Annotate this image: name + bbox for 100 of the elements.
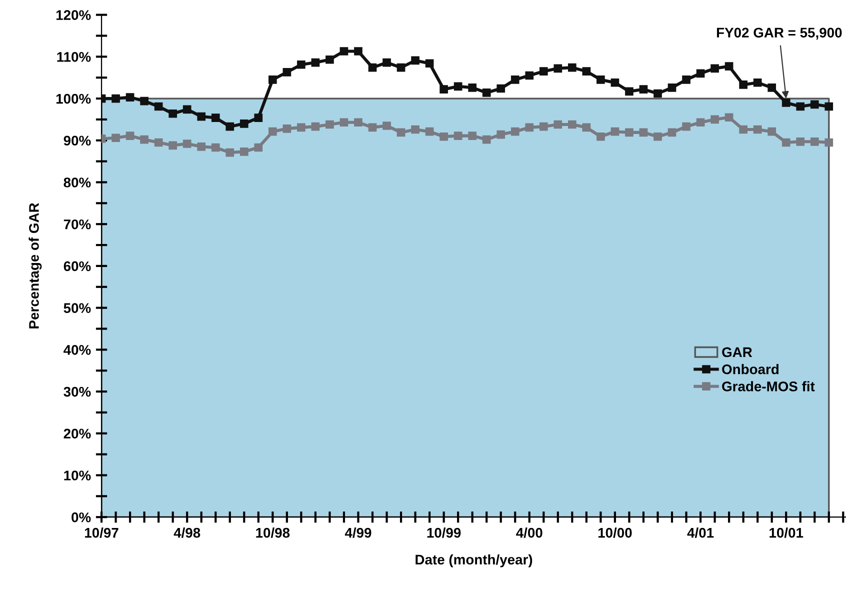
point [226,148,234,157]
point [368,123,377,132]
point [739,80,748,89]
y-tick-label: 40% [64,345,91,355]
y-tick-label: 90% [64,136,91,146]
point [739,125,748,134]
point [168,141,177,150]
point [154,138,163,147]
point [710,64,719,73]
point [568,63,576,72]
point [382,58,391,67]
point [254,143,263,152]
point [782,138,790,147]
point [668,128,676,137]
point [354,47,362,56]
legend-label: Onboard [722,364,778,374]
y-tick-label: 80% [64,178,91,188]
point [654,89,662,98]
point [396,63,406,72]
point [282,68,292,76]
x-axis-title: Date (month/year) [416,554,532,568]
point [182,105,192,114]
point [112,94,120,103]
point [682,122,690,131]
point [326,120,334,129]
point [610,127,620,136]
point [440,132,448,141]
point [768,127,776,136]
point [596,132,605,141]
point [311,122,320,131]
point [782,98,790,107]
point [582,123,591,132]
point [525,123,534,132]
y-tick-label: 10% [64,470,91,480]
x-tick-label: 10/99 [427,528,461,538]
point [810,100,819,109]
point [724,113,734,122]
x-tick-label: 4/01 [687,528,714,538]
point [368,63,377,72]
point [254,114,263,122]
point [696,118,705,127]
point [610,78,620,87]
point [810,137,819,146]
x-tick-label: 10/97 [85,528,118,538]
point [268,76,277,84]
point [425,59,434,68]
point [710,115,719,124]
point [510,127,520,136]
point [126,93,134,102]
point [454,82,462,91]
x-tick-label: 4/98 [174,528,200,538]
point [639,85,648,94]
point [154,102,163,111]
point [126,132,134,140]
point [211,114,220,122]
y-tick-label: 20% [64,428,91,439]
x-tick-label: 4/00 [516,528,542,538]
point [197,112,206,121]
legend-label: Grade-MOS fit [722,381,815,392]
point [654,132,662,141]
y-tick-label: 0% [72,512,91,522]
point [625,128,634,137]
point [226,122,234,131]
point [354,118,362,127]
y-tick-label: 30% [64,386,91,397]
point [311,58,320,67]
point [668,83,676,92]
point [696,69,705,78]
point [482,135,491,144]
point [796,137,805,146]
point [240,119,248,128]
point [554,64,562,73]
point [753,78,762,87]
y-tick-label: 50% [64,303,91,313]
point [454,132,462,140]
point [282,124,292,133]
point [768,83,776,92]
point [411,56,420,65]
point [596,76,605,84]
point [496,84,506,93]
point [140,96,148,106]
point [425,127,434,136]
point [625,87,634,96]
point [724,62,734,70]
point [496,130,506,139]
point [539,122,548,131]
y-axis-title: Percentage of GAR [28,202,42,328]
point [482,88,491,97]
point [440,85,448,94]
x-tick-label: 10/01 [770,528,804,538]
x-tick-label: 10/00 [598,528,632,538]
legend-label: GAR [722,347,752,358]
point [268,127,277,136]
x-tick-label: 4/99 [344,528,372,538]
point [182,140,192,148]
point [539,67,548,76]
point [582,67,591,76]
point [753,125,762,134]
point [396,128,406,137]
point [796,102,805,111]
